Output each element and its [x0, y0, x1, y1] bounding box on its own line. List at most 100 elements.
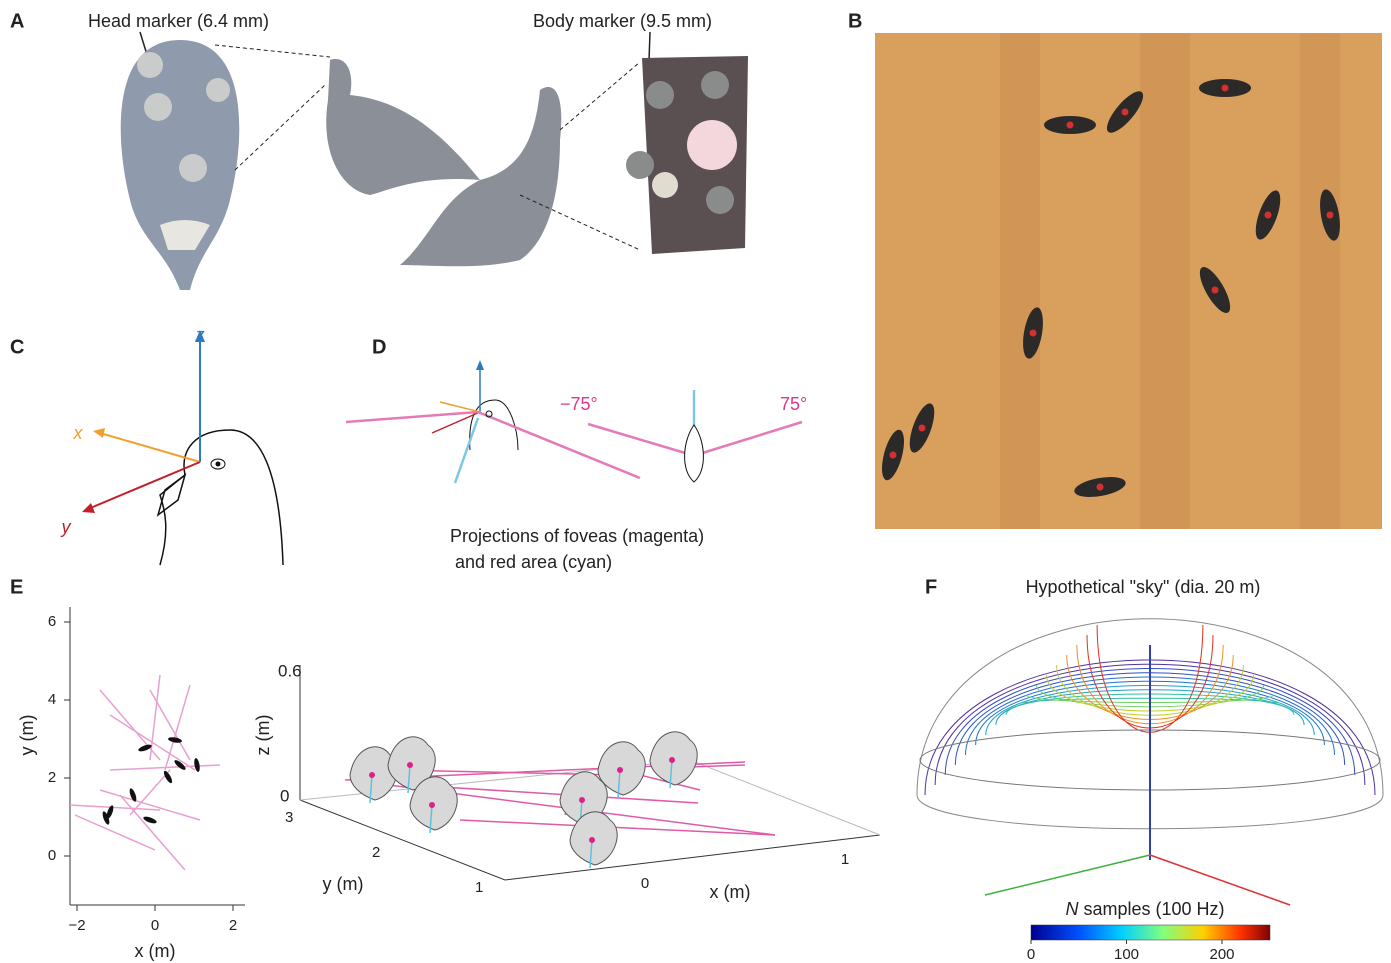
- arrowhead: [93, 428, 105, 438]
- colorbar-variable: N: [1065, 899, 1079, 919]
- eye-point: [407, 762, 413, 768]
- eye-point: [579, 797, 585, 803]
- annotation: Head marker (6.4 mm): [88, 11, 269, 31]
- marker: [144, 93, 172, 121]
- tag: [1327, 212, 1334, 219]
- head-top-view: [685, 425, 704, 482]
- beak: [158, 475, 185, 515]
- gaze-line: [70, 805, 160, 810]
- panel-title: Hypothetical "sky" (dia. 20 m): [1026, 577, 1261, 597]
- id-sticker: [687, 120, 737, 170]
- arena-stripe: [1000, 33, 1040, 529]
- tick-label: −2: [68, 917, 85, 934]
- tick-label: 0: [151, 917, 159, 934]
- scene-3d: [300, 665, 880, 880]
- marker: [652, 172, 678, 198]
- tick-label: 0: [1027, 946, 1035, 963]
- tick-label: 0: [48, 847, 56, 864]
- axis-label: z (m): [253, 715, 273, 756]
- tag: [1097, 484, 1104, 491]
- gaze-line: [100, 790, 200, 820]
- tick-label: 4: [48, 691, 56, 708]
- panel-label: C: [10, 336, 24, 358]
- gaze-line: [165, 685, 190, 770]
- page: A Head marker (6.4 mm) Body marker (9.5 …: [0, 0, 1391, 963]
- gaze-line: [150, 690, 190, 760]
- marker: [701, 71, 729, 99]
- axis-label: y: [60, 517, 72, 537]
- tag: [1265, 212, 1272, 219]
- angle-label: 75°: [780, 394, 807, 414]
- marker: [706, 186, 734, 214]
- tick-label: 2: [372, 844, 380, 861]
- tick-label: 0: [280, 786, 289, 805]
- tag: [1222, 85, 1229, 92]
- eye-point: [617, 767, 623, 773]
- tick-label: 2: [229, 917, 237, 934]
- arrowhead: [476, 360, 484, 370]
- fovea-projection: [346, 412, 478, 422]
- marker: [626, 151, 654, 179]
- colorbar-label-text: samples (100 Hz): [1083, 899, 1224, 919]
- axis-label: y (m): [17, 715, 37, 756]
- arena-stripe: [1300, 33, 1340, 529]
- tag: [1030, 330, 1037, 337]
- axis-x: [440, 402, 480, 412]
- fovea-projection: [478, 412, 640, 478]
- axis-x: [100, 433, 200, 462]
- panel-label: F: [925, 576, 937, 598]
- eye-point: [669, 757, 675, 763]
- tag: [1122, 109, 1129, 116]
- tick-label: 1: [841, 851, 849, 868]
- dome: [917, 619, 1383, 905]
- axis-label: y (m): [323, 874, 364, 894]
- axis-label: x (m): [710, 882, 751, 902]
- colorbar-label: N samples (100 Hz): [1065, 899, 1224, 919]
- fovea-projection: [696, 422, 802, 455]
- tick-label: 0: [641, 875, 649, 892]
- dashed-line: [215, 45, 330, 57]
- axis-y: [88, 462, 200, 509]
- marker: [646, 81, 674, 109]
- tag: [1212, 287, 1219, 294]
- fovea-projection: [588, 424, 692, 455]
- eye-point: [589, 837, 595, 843]
- figure: A Head marker (6.4 mm) Body marker (9.5 …: [0, 0, 1391, 963]
- colorbar: [1031, 925, 1270, 940]
- pigeon-photo: [326, 59, 480, 195]
- pigeon-marker: [138, 743, 153, 752]
- axis-x: [1150, 855, 1290, 905]
- marker: [206, 78, 230, 102]
- eye-point: [429, 802, 435, 808]
- dashed-line: [560, 62, 640, 130]
- panel-label: A: [10, 10, 24, 32]
- axis-label: x: [73, 423, 84, 443]
- dashed-line: [235, 85, 325, 170]
- gaze-line: [75, 815, 155, 850]
- caption: Projections of foveas (magenta): [450, 526, 704, 546]
- panel-label: E: [10, 576, 23, 598]
- panel-label: B: [848, 10, 862, 32]
- tag: [919, 425, 926, 432]
- axis-y: [985, 855, 1150, 895]
- tick-label: 3: [285, 809, 293, 826]
- arena-stripe: [1140, 33, 1190, 529]
- axis-label: z: [195, 325, 205, 345]
- tag: [1067, 122, 1074, 129]
- annotation: Body marker (9.5 mm): [533, 11, 712, 31]
- gaze-line: [130, 770, 170, 815]
- axis-label: x (m): [135, 941, 176, 961]
- marker: [179, 154, 207, 182]
- eye: [216, 462, 221, 467]
- caption: and red area (cyan): [455, 552, 612, 572]
- tag: [890, 452, 897, 459]
- panel-label: D: [372, 336, 386, 358]
- arrowhead: [82, 503, 95, 513]
- eye-point: [369, 772, 375, 778]
- marker: [137, 52, 163, 78]
- tick-label: 2: [48, 769, 56, 786]
- tick-label: 200: [1209, 946, 1234, 963]
- angle-label: −75°: [560, 394, 598, 414]
